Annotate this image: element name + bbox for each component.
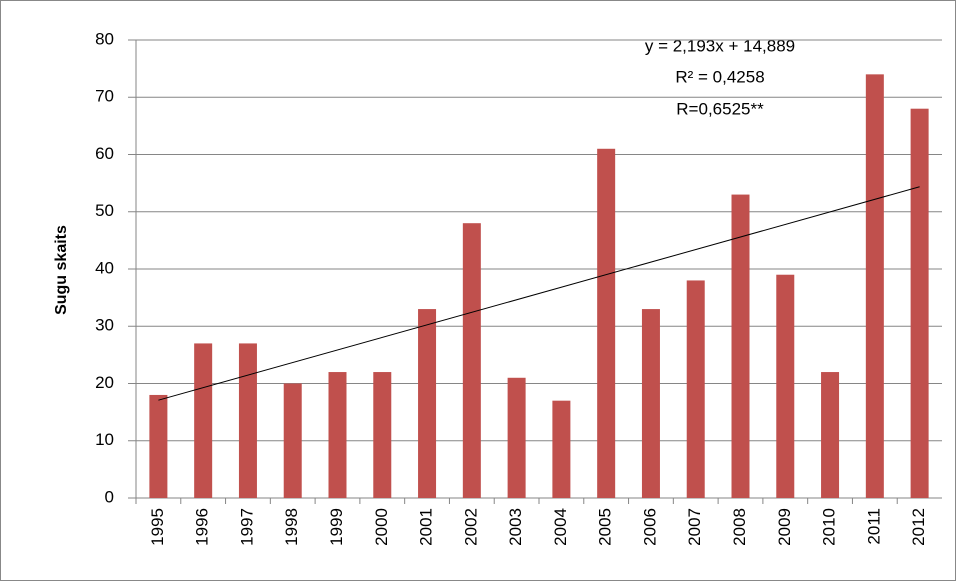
bar <box>641 309 660 498</box>
bar <box>238 343 257 498</box>
x-tick-label: 2005 <box>596 508 615 546</box>
y-tick-label: 50 <box>95 201 114 220</box>
bar <box>910 108 929 498</box>
y-tick-label: 60 <box>95 144 114 163</box>
bar <box>821 372 840 498</box>
y-tick-label: 10 <box>95 430 114 449</box>
x-tick-label: 2006 <box>640 508 659 546</box>
bar <box>686 280 705 498</box>
x-tick-label: 2011 <box>864 508 883 545</box>
x-tick-label: 1996 <box>193 508 212 546</box>
x-tick-label: 1998 <box>282 508 301 546</box>
trendline <box>158 186 920 401</box>
bar <box>462 223 481 498</box>
y-tick-label: 0 <box>105 487 114 506</box>
trend-equation: y = 2,193x + 14,889 <box>645 36 795 55</box>
bar <box>283 383 302 498</box>
y-axis-label: Sugu skaits <box>53 225 70 315</box>
bar <box>373 372 392 498</box>
bar <box>149 394 168 498</box>
bar <box>418 309 437 498</box>
x-tick-label: 2002 <box>461 508 480 546</box>
x-tick-label: 2003 <box>506 508 525 546</box>
x-tick-label: 1995 <box>148 508 167 546</box>
bar <box>731 194 750 498</box>
y-tick-label: 70 <box>95 87 114 106</box>
y-tick-label: 40 <box>95 258 114 277</box>
annotation: R=0,6525** <box>676 99 764 118</box>
bar <box>194 343 213 498</box>
annotation: R² = 0,4258 <box>675 67 764 86</box>
x-tick-label: 2010 <box>820 508 839 546</box>
x-tick-label: 2000 <box>372 508 391 546</box>
x-tick-label: 1997 <box>237 508 256 546</box>
x-tick-label: 2007 <box>685 508 704 546</box>
bar <box>328 372 347 498</box>
y-tick-label: 20 <box>95 373 114 392</box>
x-tick-label: 1999 <box>327 508 346 546</box>
bar <box>776 274 795 498</box>
bar <box>552 400 571 498</box>
x-tick-label: 2001 <box>417 508 436 546</box>
bar <box>597 148 616 498</box>
y-tick-label: 80 <box>95 29 114 48</box>
y-tick-label: 30 <box>95 316 114 335</box>
x-tick-label: 2008 <box>730 508 749 546</box>
bar <box>507 377 526 498</box>
x-tick-label: 2009 <box>775 508 794 546</box>
x-tick-label: 2012 <box>909 508 928 546</box>
x-tick-label: 2004 <box>551 508 570 546</box>
bar <box>865 74 884 498</box>
